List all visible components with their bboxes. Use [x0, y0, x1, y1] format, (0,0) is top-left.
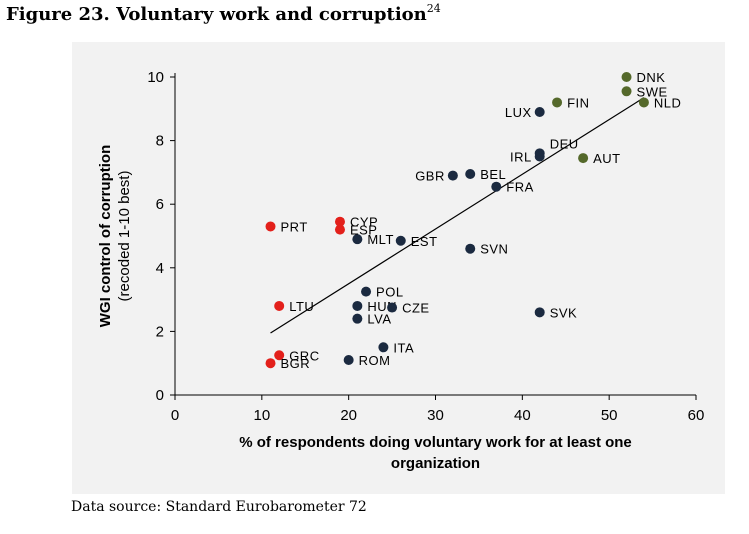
trend-line [270, 97, 645, 334]
figure-title: Figure 23. Voluntary work and corruption… [6, 2, 441, 25]
figure-title-text: Figure 23. Voluntary work and corruption [6, 4, 427, 25]
point-label: LVA [367, 312, 391, 327]
x-tick-label: 30 [427, 407, 444, 424]
chart-panel: 0 2 4 6 8 10 0 10 20 30 40 50 60 % of respondents doi… [72, 42, 725, 494]
point-label: SVN [480, 242, 508, 257]
y-tick-label: 0 [156, 387, 164, 404]
point-irl [534, 151, 545, 162]
point-ita [378, 342, 389, 353]
point-label: GBR [415, 169, 445, 184]
point-bel [465, 168, 476, 179]
point-label: BGR [281, 356, 311, 371]
x-tick-label: 40 [514, 407, 531, 424]
point-ltu [274, 300, 285, 311]
point-label: BEL [480, 167, 506, 182]
point-label: ROM [359, 353, 391, 368]
y-tick-label: 6 [156, 196, 164, 213]
point-label: DNK [637, 70, 666, 85]
x-tick-label: 10 [253, 407, 270, 424]
x-tick-label: 0 [171, 407, 179, 424]
point-fra [491, 181, 502, 192]
point-label: EST [411, 234, 438, 249]
point-label: AUT [593, 151, 621, 166]
point-label: SWE [637, 84, 668, 99]
y-tick-label: 8 [156, 133, 164, 150]
point-svk [534, 307, 545, 318]
point-label: MLT [367, 232, 394, 247]
point-label: CYP [350, 215, 378, 230]
point-label: ITA [393, 340, 414, 355]
point-label: IRL [510, 150, 532, 165]
point-cze [387, 302, 398, 313]
point-lux [534, 106, 545, 117]
scatter-chart: 0 2 4 6 8 10 0 10 20 30 40 50 60 % of respondents doi… [97, 69, 705, 472]
x-tick-label: 20 [340, 407, 357, 424]
point-grc [274, 350, 285, 361]
point-nld [638, 97, 649, 108]
point-label: LUX [505, 105, 532, 120]
y-tick-label: 2 [156, 323, 164, 340]
point-label: CZE [402, 301, 430, 316]
y-axis-title-line: WGI control of corruption [97, 145, 114, 327]
y-tick-label: 4 [156, 260, 164, 277]
x-axis-title-line: organization [391, 455, 480, 472]
point-label: FIN [567, 95, 589, 110]
footnote-ref: 24 [426, 2, 441, 15]
point-label: FRA [506, 180, 534, 195]
point-hun [352, 300, 363, 311]
point-label: DEU [550, 136, 579, 151]
point-pol [361, 286, 372, 297]
x-axis-title-line: % of respondents doing voluntary work fo… [239, 434, 632, 451]
y-tick-label: 10 [147, 69, 164, 86]
point-aut [578, 153, 589, 164]
point-bgr [265, 358, 276, 369]
point-dnk [621, 72, 632, 82]
point-lva [352, 313, 363, 324]
point-gbr [447, 170, 458, 181]
point-label: NLD [654, 95, 682, 110]
point-label: LTU [289, 299, 314, 314]
x-tick-label: 60 [688, 407, 705, 424]
x-tick-label: 50 [601, 407, 618, 424]
point-label: SVK [550, 305, 578, 320]
point-esp [334, 224, 345, 235]
point-rom [343, 355, 354, 366]
point-prt [265, 221, 276, 232]
point-label: GRC [289, 348, 319, 363]
point-swe [621, 86, 632, 97]
point-mlt [352, 234, 363, 245]
point-label: PRT [281, 219, 308, 234]
data-source-note: Data source: Standard Eurobarometer 72 [71, 499, 367, 515]
point-cyp [334, 216, 345, 227]
y-axis-subtitle-line: (recoded 1-10 best) [116, 171, 133, 302]
point-label: ESP [350, 223, 378, 238]
point-label: POL [376, 285, 404, 300]
point-svn [465, 243, 476, 254]
point-est [395, 235, 406, 246]
point-fin [552, 97, 563, 108]
